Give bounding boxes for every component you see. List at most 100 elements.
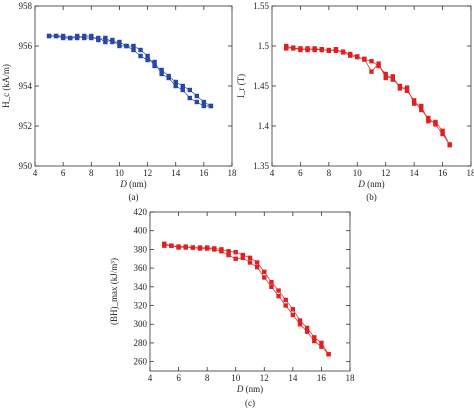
- data-point: [60, 35, 66, 41]
- data-point: [347, 53, 353, 58]
- data-point: [376, 61, 381, 66]
- data-point: [390, 74, 396, 79]
- data-point: [89, 35, 94, 41]
- data-point: [269, 279, 274, 285]
- data-point: [176, 245, 181, 250]
- x-tick-label: 14: [410, 168, 420, 178]
- data-point: [312, 335, 317, 340]
- data-point: [110, 37, 115, 43]
- data-point: [194, 93, 200, 99]
- data-point: [46, 33, 52, 39]
- data-point: [53, 33, 59, 39]
- data-point: [440, 128, 445, 133]
- data-point: [240, 255, 246, 261]
- y-tick-label: 958: [19, 1, 33, 11]
- y-tick-label: 260: [134, 357, 148, 367]
- data-point: [169, 243, 174, 248]
- data-point: [82, 35, 87, 41]
- y-tick-label: 400: [134, 226, 148, 236]
- data-point: [404, 85, 410, 90]
- data-point: [326, 48, 332, 53]
- data-point: [159, 71, 164, 77]
- data-point: [190, 245, 196, 250]
- x-tick-label: 16: [438, 168, 448, 178]
- plot-frame: [271, 5, 472, 167]
- data-point: [419, 107, 424, 113]
- data-point: [305, 46, 310, 51]
- data-point: [426, 115, 431, 121]
- x-tick-label: 18: [228, 168, 238, 178]
- y-tick-label: 1.45: [253, 81, 269, 91]
- data-point: [180, 83, 185, 89]
- data-point: [369, 59, 374, 64]
- y-tick-label: 956: [19, 41, 33, 51]
- data-point: [201, 99, 207, 105]
- panel-label: (c): [245, 398, 255, 408]
- data-point: [254, 264, 260, 270]
- x-tick-label: 4: [270, 168, 275, 178]
- y-tick-label: 1.35: [253, 161, 269, 171]
- data-point: [117, 43, 122, 49]
- data-point: [197, 246, 203, 251]
- x-tick-label: 12: [260, 373, 269, 383]
- data-point: [276, 293, 281, 299]
- x-tick-label: 6: [61, 168, 66, 178]
- series-line: [49, 35, 212, 107]
- data-point: [298, 47, 303, 53]
- x-tick-label: 14: [288, 373, 298, 383]
- data-point: [290, 312, 296, 318]
- y-tick-label: 954: [19, 81, 33, 91]
- y-tick-label: 1.5: [258, 41, 270, 51]
- x-tick-label: 16: [199, 168, 209, 178]
- data-point: [117, 39, 122, 45]
- data-point: [201, 103, 207, 109]
- data-point: [312, 47, 317, 53]
- x-tick-label: 6: [298, 168, 303, 178]
- data-point: [297, 318, 303, 323]
- data-point: [138, 53, 143, 59]
- data-point: [226, 252, 231, 258]
- series-line: [49, 35, 211, 107]
- x-tick-label: 18: [467, 168, 474, 178]
- data-point: [304, 325, 310, 331]
- data-point: [376, 63, 381, 69]
- data-point: [75, 33, 80, 39]
- data-point: [433, 119, 438, 125]
- chart-panel-b: 4 6 8 10 12 14 16 18 1.35 1.4 1.45 1.5 1.55 D (nm) I_r…: [236, 1, 474, 202]
- plot-frame: [34, 5, 233, 167]
- data-point: [233, 256, 238, 261]
- data-point: [240, 252, 246, 258]
- data-point: [397, 83, 403, 89]
- data-point: [233, 250, 238, 255]
- panel-label: (a): [129, 192, 139, 202]
- data-point: [297, 322, 303, 327]
- data-point: [290, 307, 296, 312]
- data-point: [138, 47, 143, 53]
- y-tick-label: 300: [134, 319, 148, 329]
- data-point: [411, 98, 417, 103]
- data-point: [440, 131, 445, 137]
- data-point: [355, 55, 360, 60]
- data-point: [145, 57, 150, 63]
- x-axis-label: D (nm): [119, 179, 146, 189]
- x-tick-label: 4: [33, 168, 38, 178]
- x-tick-label: 16: [317, 373, 327, 383]
- data-point: [131, 47, 136, 53]
- series-line: [164, 245, 329, 355]
- x-tick-label: 8: [327, 168, 332, 178]
- panel-label: (b): [366, 192, 377, 202]
- x-axis-label: D (nm): [236, 384, 263, 394]
- data-point: [333, 47, 339, 52]
- data-point: [326, 351, 331, 357]
- data-point: [180, 87, 185, 93]
- data-point: [269, 284, 274, 290]
- data-point: [304, 329, 310, 334]
- x-tick-label: 6: [176, 373, 181, 383]
- data-point: [103, 39, 108, 45]
- data-point: [254, 260, 260, 265]
- x-tick-label: 18: [346, 373, 356, 383]
- y-tick-label: 1.55: [253, 1, 269, 11]
- y-tick-label: 420: [134, 207, 148, 217]
- data-point: [284, 46, 289, 51]
- data-point: [159, 67, 164, 73]
